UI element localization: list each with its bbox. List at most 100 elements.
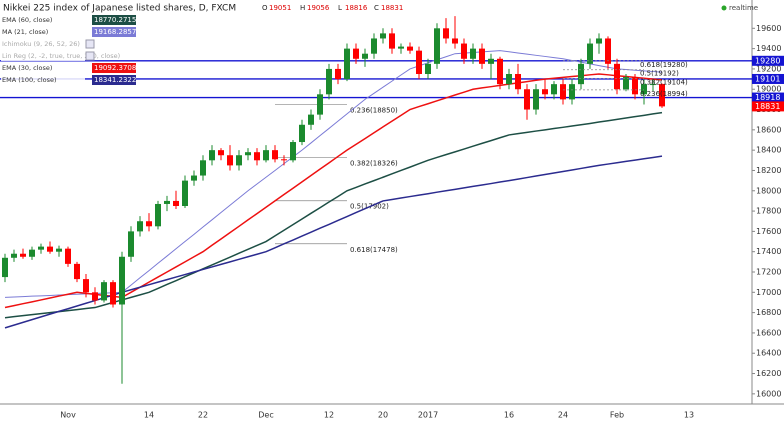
legend-name: MA (21, close) xyxy=(2,28,48,36)
legend-bg xyxy=(1,39,85,49)
ohlc-letter: O xyxy=(262,4,268,12)
candle-body xyxy=(659,84,665,107)
candle-body xyxy=(380,33,386,39)
candle-body xyxy=(506,74,512,85)
x-tick-label: 2017 xyxy=(418,411,438,420)
fib-label: 0.236(18994) xyxy=(640,90,688,98)
candle-body xyxy=(281,159,287,161)
candle-body xyxy=(614,63,620,90)
candle-body xyxy=(641,84,647,95)
candle-body xyxy=(227,155,233,166)
candle-body xyxy=(317,94,323,115)
candle-body xyxy=(542,89,548,95)
candle-body xyxy=(119,256,125,305)
candle-body xyxy=(182,180,188,206)
legend-name: EMA (60, close) xyxy=(2,16,52,24)
realtime-dot xyxy=(721,5,727,11)
level-label: 18918 xyxy=(755,93,780,102)
ohlc-value: 18831 xyxy=(381,4,403,12)
candle-body xyxy=(65,248,71,264)
candle-body xyxy=(200,160,206,176)
candle-body xyxy=(209,150,215,161)
candle-body xyxy=(353,48,359,59)
candle-body xyxy=(218,150,224,156)
candle-body xyxy=(74,263,80,280)
legend-name: Ichimoku (9, 26, 52, 26) xyxy=(2,40,80,48)
y-tick-label: 18400 xyxy=(756,146,781,155)
candle-body xyxy=(92,292,98,301)
candle-body xyxy=(434,28,440,64)
legend-bg xyxy=(1,63,85,73)
candle-body xyxy=(326,68,332,95)
legend-value: 19092.3708 xyxy=(94,64,136,72)
legend-toggle xyxy=(85,51,95,61)
x-tick-label: 14 xyxy=(144,411,154,420)
candle-body xyxy=(605,38,611,64)
candle-body xyxy=(308,114,314,125)
fib-label: 0.618(19280) xyxy=(640,61,688,69)
candle-body xyxy=(560,84,566,100)
candle-body xyxy=(623,77,629,90)
candle-body xyxy=(461,43,467,59)
y-tick-label: 16800 xyxy=(756,308,781,317)
candle-body xyxy=(101,282,107,301)
ohlc-value: 18816 xyxy=(345,4,368,12)
candle-body xyxy=(524,89,530,110)
y-tick-label: 19200 xyxy=(756,64,781,73)
fib-label: 0.236(18850) xyxy=(350,106,398,114)
last-price-box xyxy=(752,101,784,112)
candle-body xyxy=(488,58,494,64)
x-tick-label: 20 xyxy=(378,411,388,420)
y-tick-label: 19600 xyxy=(756,24,781,33)
x-tick-label: 12 xyxy=(324,411,334,420)
candle-body xyxy=(47,246,53,252)
y-tick-label: 16600 xyxy=(756,328,781,337)
candle-body xyxy=(407,46,413,51)
candle-body xyxy=(2,257,8,278)
candle-body xyxy=(398,46,404,49)
candle-body xyxy=(263,150,269,161)
candle-body xyxy=(362,53,368,59)
fib-label: 0.5(19192) xyxy=(640,70,679,78)
candle-body xyxy=(587,43,593,64)
legend-bg xyxy=(1,51,85,61)
x-tick-label: 13 xyxy=(684,411,694,420)
legend-value-box xyxy=(92,15,136,25)
ohlc-value: 19056 xyxy=(307,4,330,12)
candle-body xyxy=(146,221,152,227)
ohlc-letter: H xyxy=(300,4,305,12)
candle-body xyxy=(299,124,305,143)
ohlc-letter: L xyxy=(338,4,342,12)
realtime-label: realtime xyxy=(729,4,758,12)
candle-body xyxy=(497,58,503,85)
y-tick-label: 18600 xyxy=(756,125,781,134)
candle-body xyxy=(515,74,521,90)
legend-value: 19168.2857 xyxy=(94,28,136,36)
legend-value: 18770.2715 xyxy=(94,16,136,24)
candle-body xyxy=(20,253,26,257)
level-box xyxy=(752,55,784,66)
legend-bg xyxy=(1,75,85,85)
x-tick-label: Dec xyxy=(258,411,273,420)
legend-name: Lin Reg (2, -2, true, true, 200, close) xyxy=(2,52,120,60)
legend-value: 18341.2322 xyxy=(94,76,136,84)
candle-body xyxy=(11,253,17,258)
legend-bg xyxy=(1,15,85,25)
candle-body xyxy=(344,48,350,80)
level-box xyxy=(752,73,784,84)
x-tick-label: 24 xyxy=(558,411,568,420)
y-tick-label: 17800 xyxy=(756,207,781,216)
candle-body xyxy=(578,63,584,85)
candle-body xyxy=(173,200,179,206)
y-tick-label: 17400 xyxy=(756,247,781,256)
level-label: 19101 xyxy=(755,74,780,83)
x-tick-label: 22 xyxy=(198,411,208,420)
candle-body xyxy=(650,84,656,86)
candle-body xyxy=(452,38,458,44)
legend-value-box xyxy=(92,75,136,85)
level-box xyxy=(752,92,784,103)
legend-toggle xyxy=(85,39,95,49)
ohlc-letter: C xyxy=(374,4,379,12)
candle-body xyxy=(551,84,557,95)
